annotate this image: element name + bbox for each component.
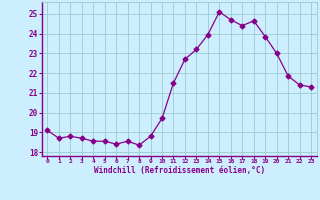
X-axis label: Windchill (Refroidissement éolien,°C): Windchill (Refroidissement éolien,°C) — [94, 166, 265, 175]
